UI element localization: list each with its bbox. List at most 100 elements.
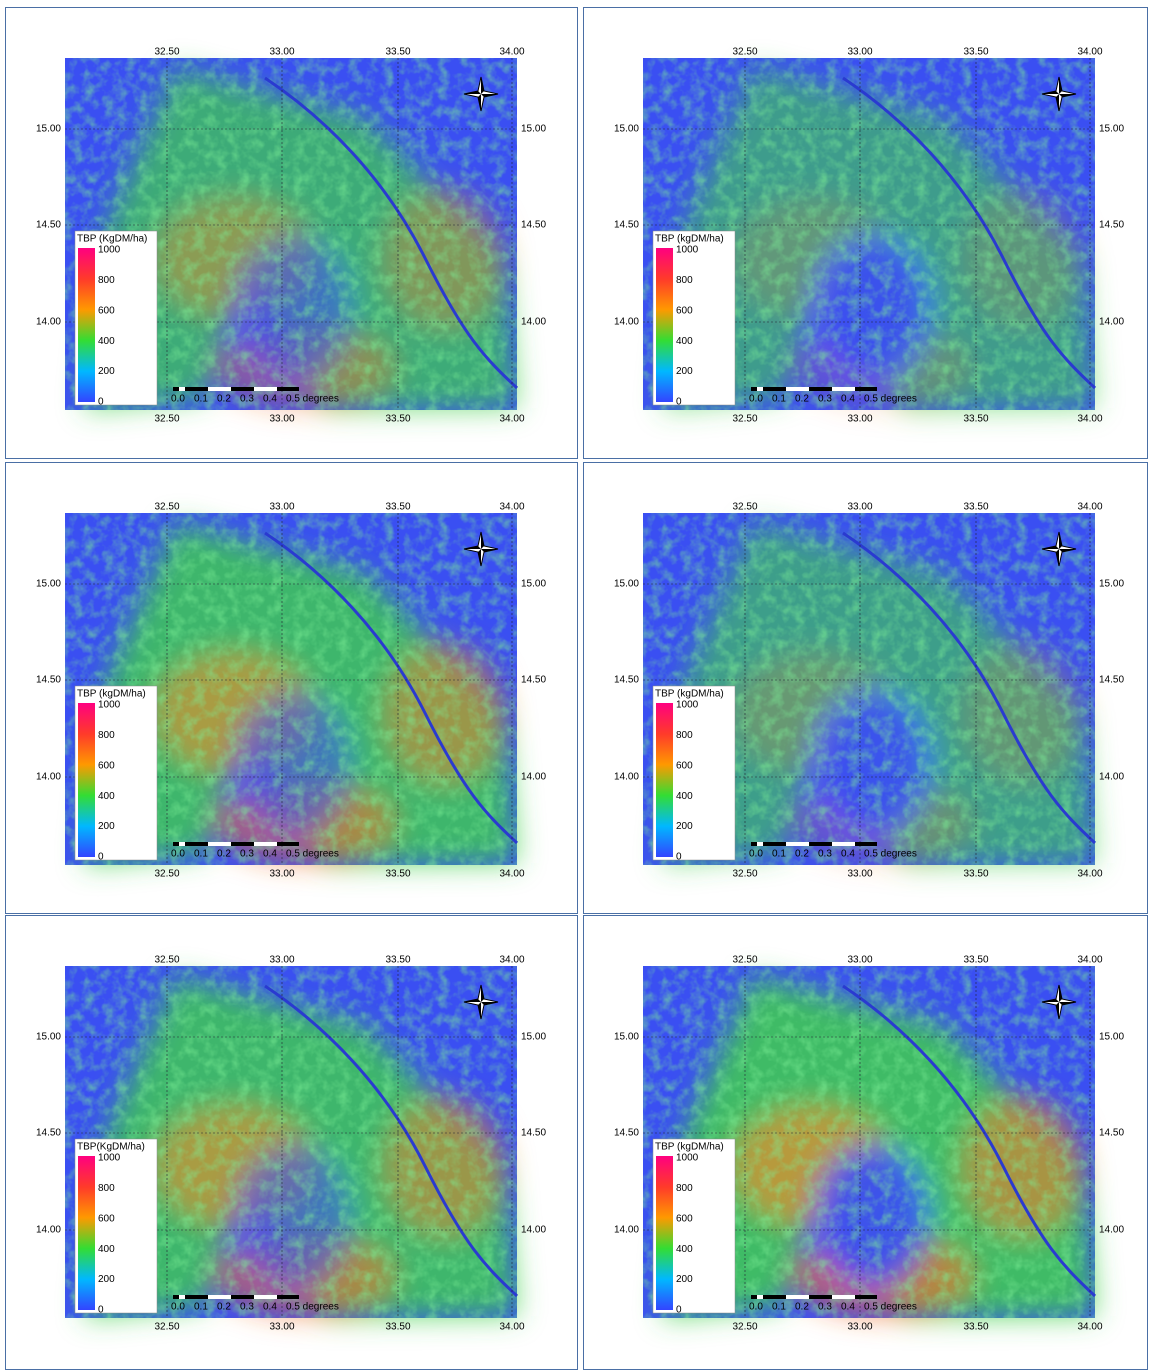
scale-label: 0.5 degrees xyxy=(864,394,917,405)
x-tick-label: 32.50 xyxy=(732,47,757,58)
scale-label: 0.3 xyxy=(240,1302,254,1313)
x-tick-label: 33.50 xyxy=(385,47,410,58)
legend-label: 800 xyxy=(98,1183,115,1194)
scale-segment xyxy=(179,387,185,391)
north-arrow xyxy=(1041,76,1077,112)
legend-label: 400 xyxy=(676,336,693,347)
y-tick-label: 14.00 xyxy=(36,1225,61,1236)
scale-label: 0.4 xyxy=(263,849,277,860)
compass-star xyxy=(1042,985,1076,1019)
x-tick-label: 33.00 xyxy=(269,502,294,513)
north-arrow xyxy=(463,76,499,112)
scale-bar: 0.0 0.1 0.2 0.3 0.4 0.5 degrees xyxy=(749,387,917,405)
legend: TBP (kgDM/ha)1000 800 600 400 200 0 xyxy=(652,685,736,863)
scale-label: 0.3 xyxy=(818,849,832,860)
x-tick-label: 33.00 xyxy=(269,414,294,425)
scale-segment xyxy=(179,842,185,846)
x-tick-label: 33.00 xyxy=(269,1322,294,1333)
scale-label: 0.4 xyxy=(263,1302,277,1313)
y-tick-label: 14.50 xyxy=(614,1128,639,1139)
x-tick-label: 32.50 xyxy=(154,869,179,880)
legend-label: 1000 xyxy=(98,1153,121,1164)
y-tick-label: 15.00 xyxy=(1099,124,1124,135)
map-image xyxy=(643,58,1097,410)
legend-label: 1000 xyxy=(676,245,699,256)
scale-segment xyxy=(855,1295,877,1299)
y-tick-label: 15.00 xyxy=(521,1032,546,1043)
scale-segment xyxy=(208,387,231,391)
scale-segment xyxy=(763,387,786,391)
y-tick-label: 14.50 xyxy=(521,1128,546,1139)
scale-segment xyxy=(855,387,877,391)
scale-segment xyxy=(254,842,277,846)
north-arrow xyxy=(1041,531,1077,567)
y-tick-label: 14.00 xyxy=(614,1225,639,1236)
scale-segment xyxy=(173,1295,179,1299)
legend-label: 200 xyxy=(676,366,693,377)
x-tick-label: 33.00 xyxy=(847,414,872,425)
legend-title: TBP (KgDM/ha) xyxy=(77,234,147,245)
x-tick-label: 32.50 xyxy=(154,414,179,425)
scale-label: 0.2 xyxy=(217,394,231,405)
scale-segment xyxy=(231,842,254,846)
x-tick-label: 34.00 xyxy=(499,955,524,966)
x-tick-label: 34.00 xyxy=(499,502,524,513)
legend-label: 1000 xyxy=(98,245,121,256)
legend-label: 200 xyxy=(98,1274,115,1285)
legend-label: 400 xyxy=(98,336,115,347)
legend-label: 0 xyxy=(98,852,104,863)
x-tick-label: 33.00 xyxy=(269,47,294,58)
scale-label: 0.1 xyxy=(772,394,786,405)
y-tick-label: 14.00 xyxy=(1099,1225,1124,1236)
scale-segment xyxy=(277,1295,299,1299)
river xyxy=(842,76,1097,390)
x-tick-label: 33.00 xyxy=(847,955,872,966)
scale-label: 0.2 xyxy=(795,1302,809,1313)
y-tick-label: 14.00 xyxy=(521,1225,546,1236)
map-panel: 32.50 32.50 33.00 33.00 33.50 33.50 34.00 34.00… xyxy=(5,7,578,459)
scale-label: 0.2 xyxy=(217,1302,231,1313)
scale-label: 0.1 xyxy=(194,394,208,405)
y-tick-label: 15.00 xyxy=(614,579,639,590)
x-tick-label: 33.50 xyxy=(385,502,410,513)
compass-star xyxy=(1042,77,1076,111)
scale-segment xyxy=(786,842,809,846)
y-tick-label: 15.00 xyxy=(521,124,546,135)
compass-star xyxy=(1042,532,1076,566)
north-arrow xyxy=(1041,984,1077,1020)
x-tick-label: 33.00 xyxy=(847,47,872,58)
legend: TBP (kgDM/ha)1000 800 600 400 200 0 xyxy=(652,230,736,408)
x-tick-label: 33.50 xyxy=(963,414,988,425)
x-tick-label: 32.50 xyxy=(154,47,179,58)
x-tick-label: 33.50 xyxy=(963,47,988,58)
scale-segment xyxy=(809,842,832,846)
scale-label: 0.2 xyxy=(795,394,809,405)
scale-label: 0.4 xyxy=(841,1302,855,1313)
scale-segment xyxy=(809,1295,832,1299)
x-tick-label: 33.50 xyxy=(385,1322,410,1333)
scale-label: 0.5 degrees xyxy=(864,849,917,860)
y-tick-label: 14.00 xyxy=(1099,772,1124,783)
legend-colorbar xyxy=(656,248,673,402)
x-tick-label: 33.50 xyxy=(385,414,410,425)
legend: TBP(KgDM/ha)1000 800 600 400 200 0 xyxy=(74,1138,158,1316)
scale-label: 0.4 xyxy=(841,849,855,860)
x-tick-label: 33.50 xyxy=(963,955,988,966)
scale-label: 0.3 xyxy=(240,394,254,405)
y-tick-label: 14.50 xyxy=(521,675,546,686)
legend-label: 1000 xyxy=(98,700,121,711)
legend-label: 800 xyxy=(676,275,693,286)
y-tick-label: 15.00 xyxy=(36,124,61,135)
legend-colorbar xyxy=(78,248,95,402)
legend-colorbar xyxy=(656,1156,673,1310)
legend-label: 600 xyxy=(98,305,115,316)
scale-segment xyxy=(832,842,855,846)
compass-star xyxy=(464,532,498,566)
legend: TBP (kgDM/ha)1000 800 600 400 200 0 xyxy=(74,685,158,863)
legend-colorbar xyxy=(78,1156,95,1310)
scale-bar: 0.0 0.1 0.2 0.3 0.4 0.5 degrees xyxy=(171,1295,339,1313)
legend-title: TBP(KgDM/ha) xyxy=(77,1142,145,1153)
x-tick-label: 33.50 xyxy=(963,1322,988,1333)
scale-segment xyxy=(208,842,231,846)
